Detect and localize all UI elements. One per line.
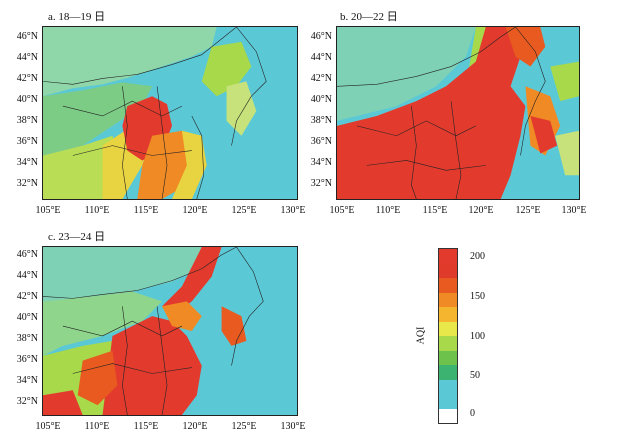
- colorbar-segment: [439, 408, 457, 423]
- colorbar-tick: 100: [470, 331, 485, 342]
- lat-label: 36°N: [310, 136, 332, 147]
- lat-label: 42°N: [310, 73, 332, 84]
- lon-label: 115°E: [422, 205, 448, 216]
- map-canvas: [43, 27, 297, 199]
- lat-label: 36°N: [16, 136, 38, 147]
- lon-label: 130°E: [280, 205, 306, 216]
- panel-title: b. 20—22 日: [340, 11, 398, 23]
- colorbar-segment: [439, 278, 457, 293]
- lon-label: 125°E: [231, 205, 257, 216]
- lon-label: 125°E: [515, 205, 541, 216]
- colorbar-tick: 200: [470, 251, 485, 262]
- lon-label: 130°E: [561, 205, 587, 216]
- colorbar-segment: [439, 394, 457, 409]
- panel-title: c. 23—24 日: [48, 231, 106, 243]
- colorbar-segment: [439, 263, 457, 278]
- lat-label: 32°N: [16, 396, 38, 407]
- colorbar-segment: [439, 336, 457, 351]
- colorbar-segment: [439, 249, 457, 264]
- colorbar-segment: [439, 365, 457, 380]
- lon-label: 130°E: [280, 421, 306, 432]
- lat-label: 32°N: [16, 178, 38, 189]
- aqi-map: [42, 26, 298, 200]
- lat-label: 38°N: [16, 115, 38, 126]
- lat-label: 40°N: [16, 312, 38, 323]
- lat-label: 36°N: [16, 354, 38, 365]
- lat-label: 34°N: [310, 157, 332, 168]
- lon-label: 115°E: [133, 205, 159, 216]
- lon-label: 105°E: [35, 205, 61, 216]
- colorbar-tick: 0: [470, 408, 475, 419]
- map-canvas: [43, 247, 297, 415]
- colorbar-segment: [439, 350, 457, 365]
- lon-label: 105°E: [35, 421, 61, 432]
- aqi-colorbar: [438, 248, 458, 424]
- lon-label: 120°E: [468, 205, 494, 216]
- colorbar-segment: [439, 379, 457, 394]
- lat-label: 44°N: [16, 52, 38, 63]
- colorbar-segment: [439, 307, 457, 322]
- lat-label: 40°N: [16, 94, 38, 105]
- lon-label: 105°E: [329, 205, 355, 216]
- lon-label: 110°E: [84, 421, 110, 432]
- aqi-map: [336, 26, 580, 200]
- lat-label: 46°N: [310, 31, 332, 42]
- panel-title: a. 18—19 日: [48, 11, 106, 23]
- map-canvas: [337, 27, 579, 199]
- lat-label: 38°N: [16, 333, 38, 344]
- lat-label: 42°N: [16, 73, 38, 84]
- lat-label: 44°N: [16, 270, 38, 281]
- lat-label: 46°N: [16, 31, 38, 42]
- aqi-map: [42, 246, 298, 416]
- colorbar-label: AQI: [415, 326, 427, 345]
- lat-label: 32°N: [310, 178, 332, 189]
- lat-label: 40°N: [310, 94, 332, 105]
- colorbar-segment: [439, 292, 457, 307]
- lat-label: 42°N: [16, 291, 38, 302]
- colorbar-tick: 50: [470, 370, 480, 381]
- colorbar-tick: 150: [470, 291, 485, 302]
- lon-label: 120°E: [182, 205, 208, 216]
- lat-label: 46°N: [16, 249, 38, 260]
- lat-label: 38°N: [310, 115, 332, 126]
- lon-label: 110°E: [84, 205, 110, 216]
- lon-label: 125°E: [231, 421, 257, 432]
- lon-label: 115°E: [133, 421, 159, 432]
- colorbar-segment: [439, 321, 457, 336]
- lat-label: 34°N: [16, 157, 38, 168]
- lon-label: 120°E: [182, 421, 208, 432]
- lat-label: 44°N: [310, 52, 332, 63]
- lat-label: 34°N: [16, 375, 38, 386]
- lon-label: 110°E: [375, 205, 401, 216]
